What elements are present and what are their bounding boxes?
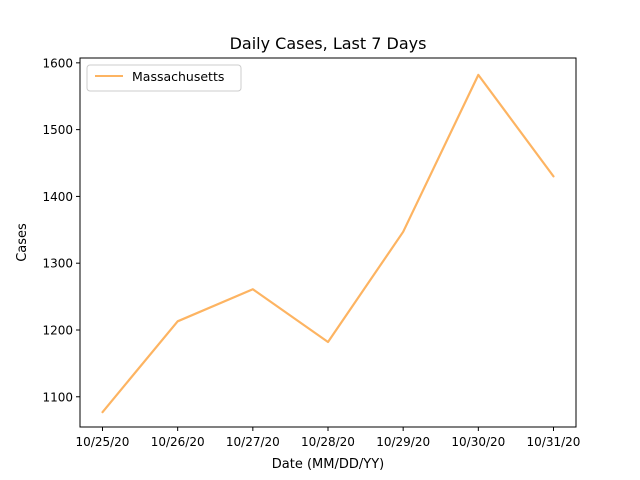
- series-line-massachusetts: [101, 73, 555, 414]
- plot-background: [80, 58, 576, 427]
- x-tick-label: 10/29/20: [376, 435, 430, 449]
- legend-box: [86, 64, 242, 92]
- x-tick-label: 10/30/20: [451, 435, 505, 449]
- y-tick-label: 1100: [42, 390, 73, 404]
- y-tick-label: 1200: [42, 323, 73, 337]
- plot-frame: [79, 57, 577, 428]
- x-tick-label: 10/31/20: [527, 435, 581, 449]
- x-tick-label: 10/27/20: [226, 435, 280, 449]
- legend: Massachusetts: [86, 64, 242, 92]
- y-tick-label: 1600: [42, 56, 73, 70]
- x-tick-label: 10/26/20: [151, 435, 205, 449]
- x-tick-label: 10/25/20: [76, 435, 130, 449]
- x-axis-label: Date (MM/DD/YY): [272, 457, 384, 472]
- y-axis-label: Cases: [15, 223, 30, 262]
- y-tick-label: 1400: [42, 190, 73, 204]
- x-tick-label: 10/28/20: [301, 435, 355, 449]
- series-layer: [101, 73, 555, 414]
- y-axis: 1100 1200 1300 1400 1500 1600: [42, 56, 80, 404]
- x-axis: 10/25/20 10/26/20 10/27/20 10/28/20 10/29/20…: [76, 427, 581, 449]
- y-tick-label: 1300: [42, 257, 73, 271]
- plot-area: [80, 58, 576, 427]
- legend-label-massachusetts: Massachusetts: [132, 69, 224, 84]
- y-tick-label: 1500: [42, 123, 73, 137]
- chart-title: Daily Cases, Last 7 Days: [230, 34, 427, 53]
